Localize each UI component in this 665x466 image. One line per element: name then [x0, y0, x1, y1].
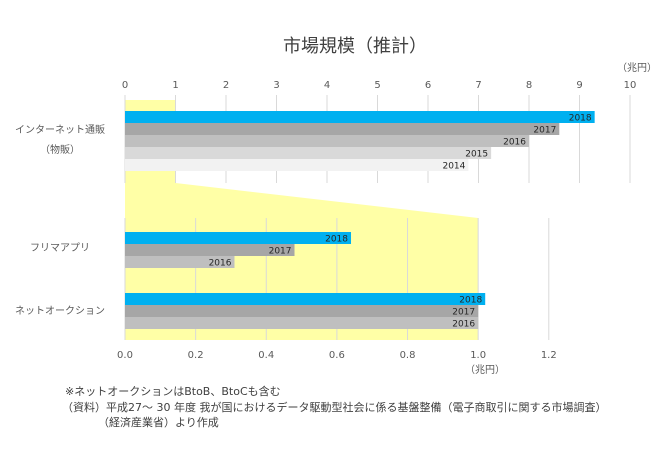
x-tick-label: 0.8 [400, 350, 416, 361]
bar [125, 147, 492, 159]
bar [125, 244, 295, 256]
x-tick-label: 0.0 [117, 350, 133, 361]
x-tick-label: 1.2 [541, 350, 557, 361]
category-label: （物販） [40, 143, 80, 156]
note: （資料）平成27～ 30 年度 我が国におけるデータ駆動型社会に係る基盤整備（電… [62, 400, 606, 414]
x-tick-label: 4 [324, 80, 330, 91]
bar [125, 256, 235, 268]
x-tick-label: 6 [425, 80, 431, 91]
category-label: フリマアプリ [30, 242, 90, 254]
value-label: 2018 [459, 296, 482, 306]
bar [125, 111, 595, 123]
x-tick-label: 0 [122, 80, 128, 91]
x-tick-label: 0.6 [329, 350, 345, 361]
x-tick-label: 0.4 [258, 350, 274, 361]
category-label: インターネット通販 [15, 124, 105, 136]
x-tick-label: 9 [576, 80, 582, 91]
value-label: 2018 [569, 114, 592, 124]
value-label: 2018 [325, 235, 348, 245]
bar [125, 135, 529, 147]
bar [125, 293, 486, 305]
x-tick-label: 8 [526, 80, 532, 91]
value-label: 2016 [452, 320, 475, 330]
x-unit: （兆円） [617, 62, 657, 74]
x-tick-label: 7 [475, 80, 481, 91]
bar [125, 232, 352, 244]
x-tick-label: 1.0 [470, 350, 486, 361]
value-label: 2017 [533, 126, 556, 136]
value-label: 2017 [269, 247, 292, 257]
value-label: 2017 [452, 308, 475, 318]
bar [125, 123, 560, 135]
bar [125, 317, 479, 329]
value-label: 2014 [442, 162, 465, 172]
x-tick-label: 2 [223, 80, 229, 91]
x-tick-label: 0.2 [188, 350, 204, 361]
value-label: 2015 [465, 150, 488, 160]
x-tick-label: 5 [374, 80, 380, 91]
x-tick-label: 10 [624, 80, 637, 91]
x-tick-label: 1 [172, 80, 178, 91]
value-label: 2016 [209, 259, 232, 269]
category-label: ネットオークション [15, 305, 105, 317]
note: ※ネットオークションはBtoB、BtoCも含む [65, 384, 281, 398]
bar [125, 305, 479, 317]
x-tick-label: 3 [273, 80, 279, 91]
zoom-shade [125, 100, 479, 340]
note: （経済産業省）より作成 [98, 415, 219, 429]
zoom-area [125, 100, 479, 340]
value-label: 2016 [503, 138, 526, 148]
x-unit: （兆円） [465, 364, 505, 376]
bar [125, 159, 469, 171]
chart-title: 市場規模（推計） [283, 36, 427, 57]
